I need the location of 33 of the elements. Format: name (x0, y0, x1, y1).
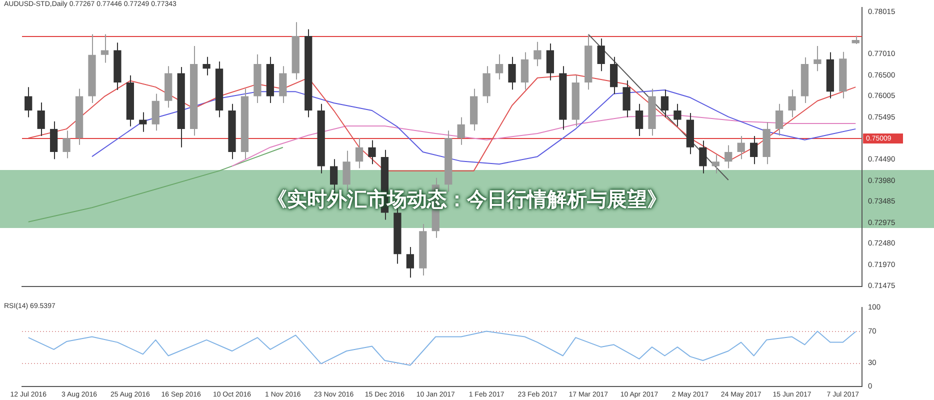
candlestick (368, 140, 376, 165)
candlestick (508, 56, 516, 90)
candlestick (24, 86, 32, 118)
candlestick (660, 89, 669, 118)
candlestick (534, 41, 542, 67)
candlestick (37, 102, 45, 137)
candlestick (737, 136, 745, 160)
candlestick (406, 246, 414, 278)
candlestick (546, 43, 554, 81)
candlestick (622, 80, 630, 118)
candlestick (152, 93, 160, 132)
candlestick (724, 144, 732, 169)
candlestick (750, 136, 758, 165)
candlestick (597, 38, 605, 72)
candlestick (495, 54, 504, 80)
candlestick (279, 66, 287, 104)
candlestick (62, 130, 70, 159)
candlestick (100, 34, 109, 64)
candlestick (775, 103, 784, 136)
candlestick (814, 46, 822, 72)
candlestick (520, 52, 529, 90)
candlestick (202, 56, 210, 76)
candlestick (482, 66, 490, 104)
candlestick (139, 112, 147, 132)
candlestick (712, 154, 720, 174)
candlestick (610, 56, 618, 95)
candlestick (674, 103, 682, 127)
candlestick (788, 89, 796, 118)
candlestick (699, 140, 707, 174)
candlestick (50, 120, 58, 160)
candlestick (457, 116, 465, 146)
candlestick (355, 138, 364, 169)
candlestick (635, 103, 644, 137)
